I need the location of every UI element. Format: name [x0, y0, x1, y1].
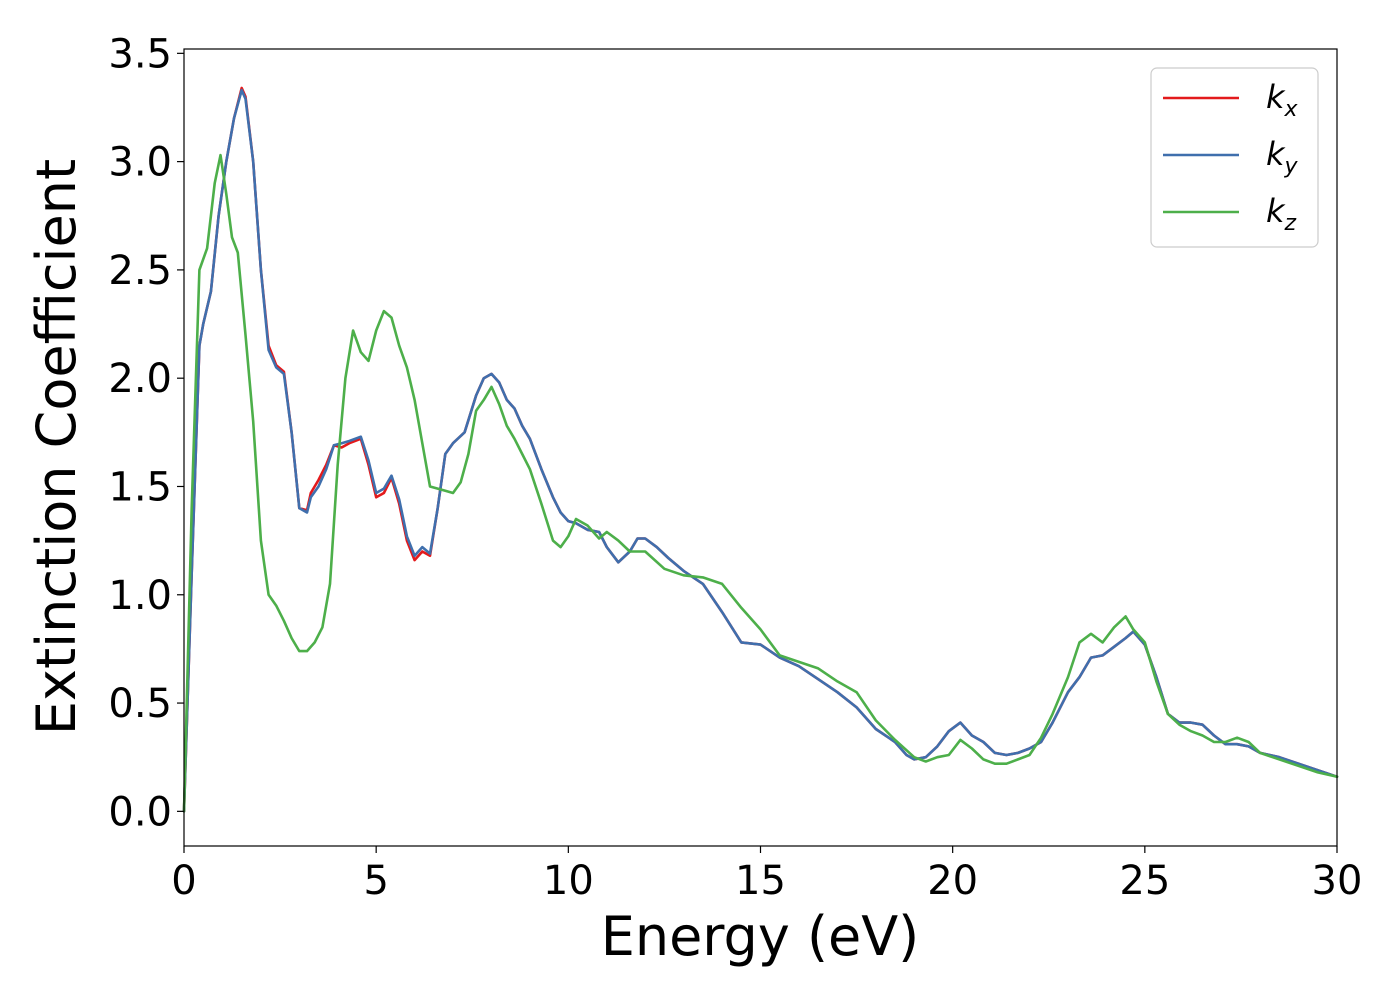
series-layer — [182, 86, 1339, 813]
y-tick-label: 2.0 — [108, 356, 172, 402]
x-tick-label: 30 — [1312, 858, 1363, 904]
y-tick-label: 0.0 — [108, 789, 172, 835]
x-tick-label: 0 — [171, 858, 196, 904]
y-tick-label: 2.5 — [108, 248, 172, 294]
y-tick-label: 1.5 — [108, 464, 172, 510]
y-tick-label: 1.0 — [108, 573, 172, 619]
y-axis-title: Extinction Coefficient — [25, 159, 88, 735]
y-tick-label: 3.5 — [108, 31, 172, 77]
x-tick-label: 10 — [543, 858, 594, 904]
x-axis-title: Energy (eV) — [601, 905, 920, 968]
y-tick-label: 0.5 — [108, 681, 172, 727]
y-axis-ticks: 0.0 0.5 1.0 1.5 2.0 2.5 3.0 3.5 — [108, 31, 184, 835]
x-tick-label: 15 — [735, 858, 786, 904]
x-tick-label: 20 — [927, 858, 978, 904]
x-tick-label: 5 — [363, 858, 388, 904]
y-tick-label: 3.0 — [108, 140, 172, 186]
series-line-kz — [182, 153, 1339, 813]
x-tick-label: 25 — [1119, 858, 1170, 904]
series-line-ky — [182, 88, 1339, 813]
x-axis-ticks: 0 5 10 15 20 25 30 — [171, 846, 1362, 904]
legend-box — [1150, 67, 1319, 248]
